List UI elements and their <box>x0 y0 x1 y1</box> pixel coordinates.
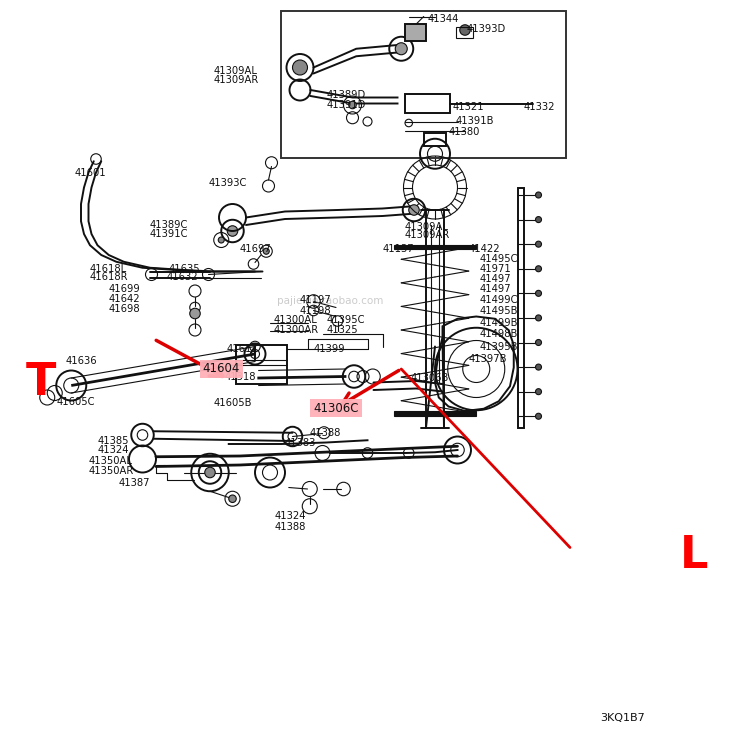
Circle shape <box>536 290 542 296</box>
Text: 41399: 41399 <box>314 344 345 355</box>
Circle shape <box>536 340 542 346</box>
Circle shape <box>292 60 308 75</box>
Bar <box>424 133 446 146</box>
Circle shape <box>409 205 419 215</box>
Text: 41300AL: 41300AL <box>274 314 317 325</box>
Text: 41325: 41325 <box>326 325 358 335</box>
Circle shape <box>227 226 238 236</box>
Text: 41332: 41332 <box>524 101 555 112</box>
Text: 41391B: 41391B <box>456 116 494 127</box>
Circle shape <box>190 308 200 319</box>
Text: 41495B: 41495B <box>480 306 518 316</box>
Text: 41635: 41635 <box>169 263 200 274</box>
Circle shape <box>536 217 542 223</box>
Bar <box>518 188 524 428</box>
Text: 41393C: 41393C <box>209 178 247 188</box>
Text: L: L <box>680 533 708 577</box>
Text: 41618L: 41618L <box>90 263 127 274</box>
Text: 41387: 41387 <box>118 478 150 488</box>
Text: 41198: 41198 <box>300 305 332 316</box>
Text: 41137: 41137 <box>382 244 414 254</box>
Text: 41309AL: 41309AL <box>405 221 448 232</box>
Text: 41971: 41971 <box>480 263 512 274</box>
Text: 41699: 41699 <box>109 284 140 295</box>
Bar <box>236 345 287 384</box>
Text: 41383: 41383 <box>285 437 316 448</box>
Text: 41697: 41697 <box>240 244 272 254</box>
Text: 41498B: 41498B <box>480 329 518 340</box>
Text: 41395B: 41395B <box>480 341 518 352</box>
Text: 41499B: 41499B <box>480 317 518 328</box>
Text: 41604: 41604 <box>202 362 240 376</box>
Text: 41393D: 41393D <box>466 23 506 34</box>
Text: 41350AR: 41350AR <box>88 466 134 476</box>
Text: 41344: 41344 <box>427 14 459 25</box>
Text: 41601: 41601 <box>75 167 106 178</box>
Text: 41497: 41497 <box>480 274 512 284</box>
Circle shape <box>218 237 224 243</box>
Text: 41306B: 41306B <box>411 373 449 383</box>
Text: 41388: 41388 <box>310 428 341 439</box>
Text: 41385: 41385 <box>98 436 129 446</box>
Text: 41698: 41698 <box>109 304 140 314</box>
Text: 41388: 41388 <box>274 521 306 532</box>
Circle shape <box>229 495 236 502</box>
Text: 41324: 41324 <box>274 511 306 521</box>
Text: 41618R: 41618R <box>90 272 128 283</box>
Text: 41497: 41497 <box>480 284 512 295</box>
Circle shape <box>536 266 542 272</box>
Circle shape <box>536 388 542 394</box>
Text: 41309AR: 41309AR <box>405 230 450 241</box>
Circle shape <box>536 242 542 248</box>
Text: 41422: 41422 <box>469 244 500 254</box>
Circle shape <box>536 413 542 419</box>
Bar <box>405 94 450 112</box>
Text: 41605B: 41605B <box>214 398 252 409</box>
Text: 41324: 41324 <box>98 445 129 455</box>
Text: 41318: 41318 <box>225 371 256 382</box>
Text: 41395C: 41395C <box>326 314 364 325</box>
Text: 41380: 41380 <box>448 127 480 137</box>
Text: 41605C: 41605C <box>57 397 95 407</box>
Circle shape <box>536 364 542 370</box>
Text: pajieluo.taobao.com: pajieluo.taobao.com <box>277 296 383 307</box>
Text: 41309AR: 41309AR <box>214 75 259 86</box>
Text: 3KQ1B7: 3KQ1B7 <box>600 713 645 724</box>
Bar <box>281 11 566 158</box>
Text: 41391D: 41391D <box>326 100 366 110</box>
Circle shape <box>460 25 470 35</box>
Text: 41321: 41321 <box>453 101 484 112</box>
Circle shape <box>349 101 356 109</box>
Text: 41632: 41632 <box>166 272 198 283</box>
Text: 41350AL: 41350AL <box>88 456 132 466</box>
Text: 41642: 41642 <box>109 293 140 304</box>
Text: 41389C: 41389C <box>150 220 188 230</box>
Circle shape <box>263 248 269 254</box>
Circle shape <box>395 43 407 55</box>
Text: T: T <box>26 361 56 404</box>
Bar <box>394 244 476 249</box>
Bar <box>405 24 426 40</box>
Text: 41197: 41197 <box>300 295 332 305</box>
Text: 41300AR: 41300AR <box>274 325 319 335</box>
Text: 41389D: 41389D <box>326 90 365 101</box>
Text: 41397B: 41397B <box>469 353 507 364</box>
Text: 41636: 41636 <box>66 356 98 367</box>
Circle shape <box>536 315 542 321</box>
Circle shape <box>205 467 215 478</box>
Text: 41391C: 41391C <box>150 229 188 239</box>
Bar <box>394 411 476 416</box>
Text: 41617: 41617 <box>226 344 258 355</box>
Text: 41309AL: 41309AL <box>214 66 258 76</box>
Text: 41306C: 41306C <box>314 401 358 415</box>
Text: 41499C: 41499C <box>480 295 518 305</box>
Text: 41495C: 41495C <box>480 254 518 265</box>
Bar <box>456 27 472 38</box>
Circle shape <box>536 192 542 198</box>
